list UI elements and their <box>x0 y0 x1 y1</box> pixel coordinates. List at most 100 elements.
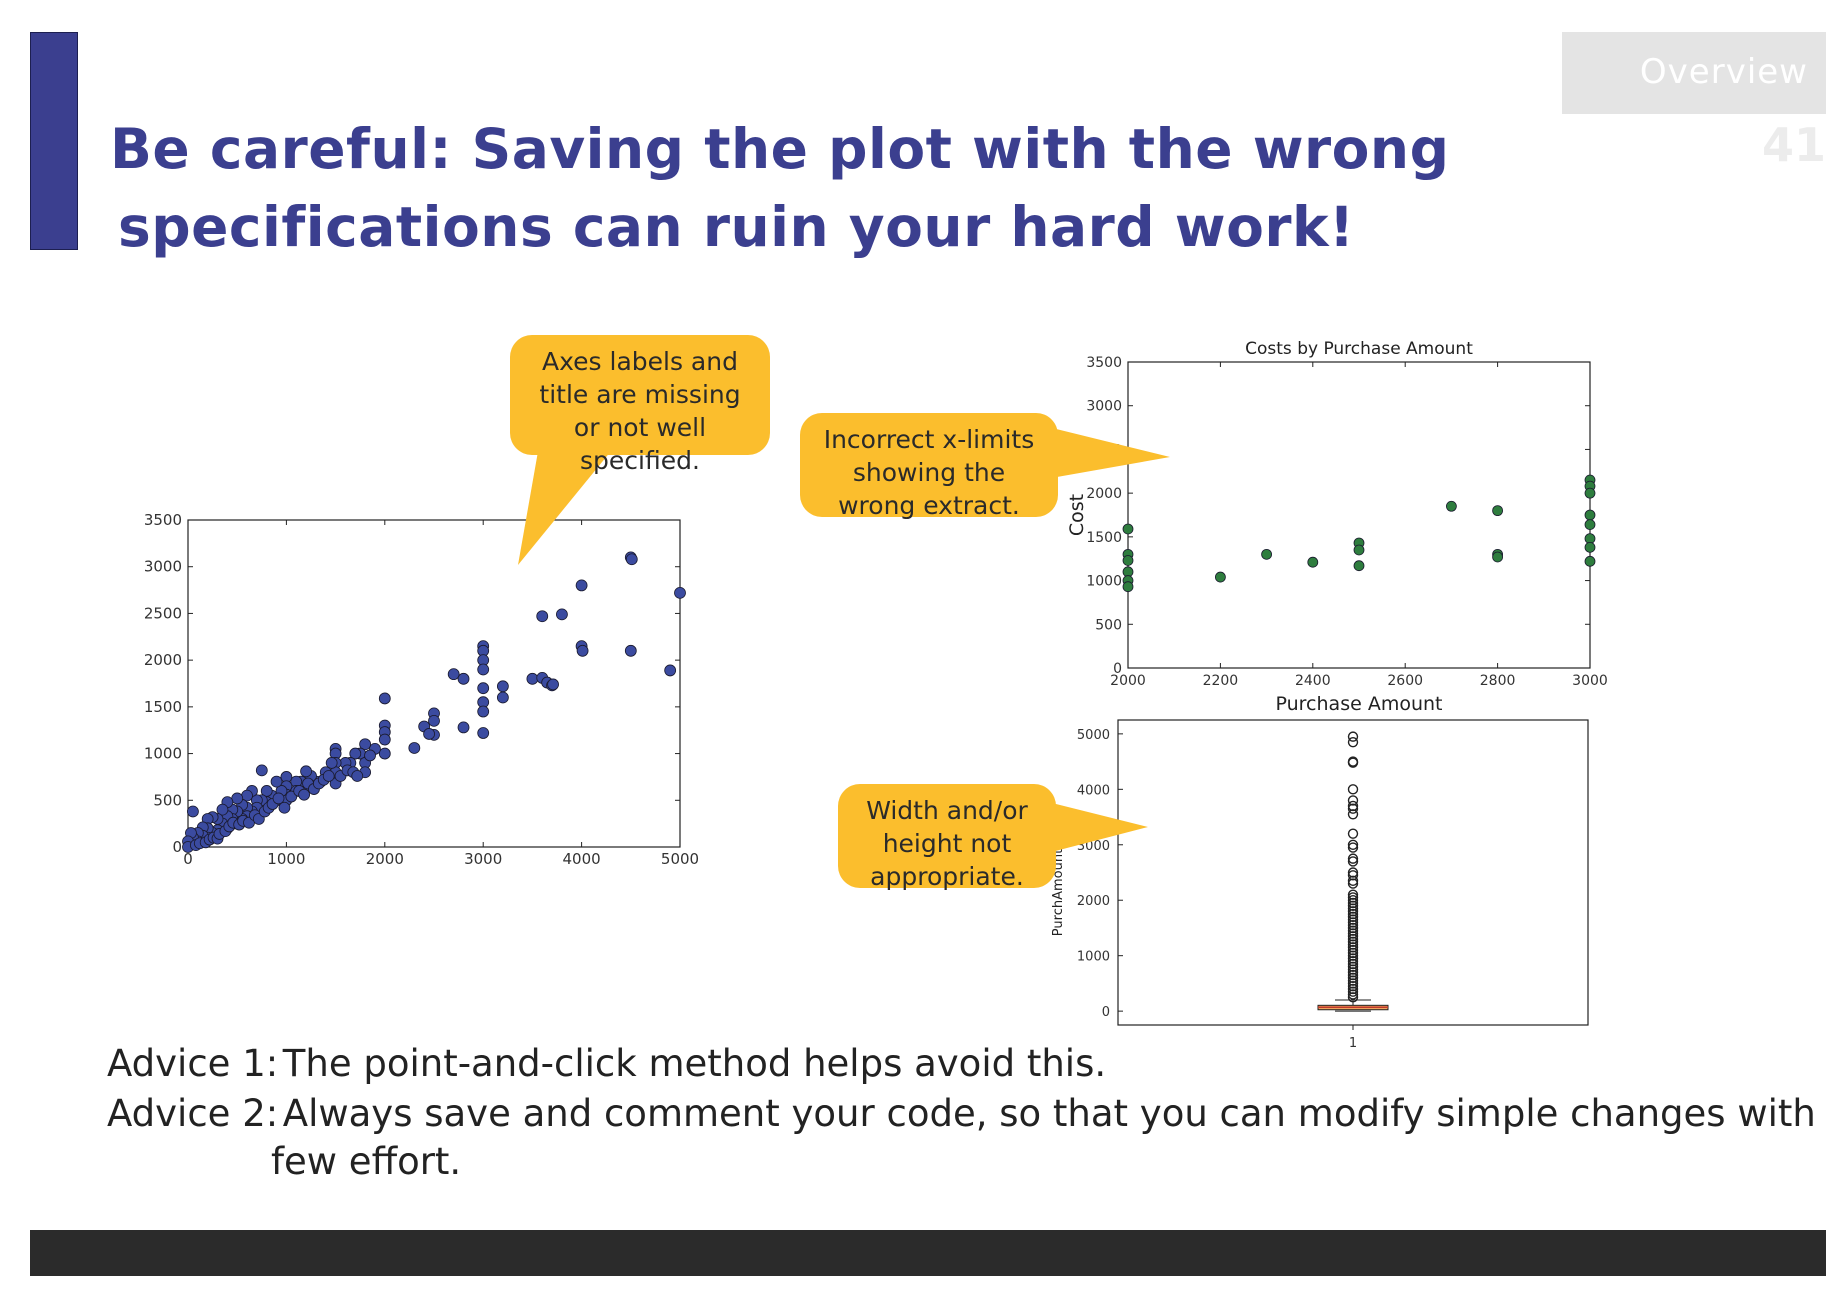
data-point <box>1445 500 1457 512</box>
outlier-point <box>1347 989 1359 1000</box>
x-tick-label: 2800 <box>1480 673 1516 689</box>
x-tick-label: 3000 <box>464 850 502 868</box>
data-point <box>1492 551 1504 563</box>
slide-title: Be careful: Saving the plot with the wro… <box>110 110 1449 266</box>
outlier-point <box>1347 839 1359 850</box>
data-point <box>359 738 372 751</box>
callout-size-text: Width and/or height not appropriate. <box>866 796 1028 891</box>
x-tick-label: 5000 <box>661 850 699 868</box>
slide-title-line1: Be careful: Saving the plot with the wro… <box>110 117 1450 181</box>
advice-2-text: Always save and comment your code, so th… <box>282 1092 1816 1135</box>
x-tick-label: 4000 <box>563 850 601 868</box>
data-point <box>1122 523 1134 535</box>
x-tick-label: 1 <box>1349 1036 1357 1051</box>
overview-nav-button[interactable]: Overview <box>1562 32 1826 114</box>
data-point <box>496 680 509 693</box>
y-tick-label: 5000 <box>1077 728 1110 743</box>
x-tick-label: 1000 <box>267 850 305 868</box>
x-axis-label: Purchase Amount <box>1276 693 1443 715</box>
data-point <box>457 672 470 685</box>
data-point <box>556 608 568 621</box>
data-point <box>325 757 338 769</box>
x-tick-label: 2000 <box>1110 673 1146 689</box>
outlier-point <box>1347 992 1359 1003</box>
y-tick-label: 2000 <box>144 651 182 669</box>
data-point <box>255 764 268 777</box>
advice-1-label: Advice 1: <box>107 1042 279 1085</box>
data-point <box>364 749 376 762</box>
callout-xlimits: Incorrect x-limits showing the wrong ext… <box>800 413 1058 520</box>
advice-1-text: The point-and-click method helps avoid t… <box>282 1042 1107 1085</box>
y-tick-label: 500 <box>153 791 182 809</box>
outlier-point <box>1347 853 1359 864</box>
data-point <box>447 668 460 681</box>
data-point <box>298 788 311 801</box>
footer-bar <box>30 1230 1826 1276</box>
data-point <box>1122 581 1134 593</box>
data-point <box>278 801 291 814</box>
data-point <box>536 610 549 623</box>
data-point <box>664 664 677 677</box>
scatter-chart-costs: 2000 2200 2400 2600 2800 3000 0 500 1000 1500 2000… <box>1066 339 1608 715</box>
data-point <box>526 672 539 685</box>
y-tick-label: 2000 <box>1077 894 1110 909</box>
y-tick-label: 3500 <box>144 511 182 529</box>
outlier-point <box>1347 842 1359 853</box>
scatter-chart-unlabeled: 0 1000 2000 3000 4000 5000 0 500 1000 1500 2000 250… <box>144 511 699 868</box>
data-point <box>1353 544 1365 556</box>
data-point <box>625 553 638 566</box>
slide-number: 41 <box>1761 118 1826 172</box>
y-tick-label: 1500 <box>144 698 182 716</box>
x-tick-label: 2000 <box>366 850 404 868</box>
data-point <box>477 705 490 718</box>
data-point <box>322 770 335 782</box>
y-tick-label: 0 <box>1102 1005 1110 1020</box>
data-point <box>1584 509 1596 521</box>
overview-label: Overview <box>1639 52 1808 92</box>
callout-axes-tail <box>518 440 620 565</box>
advice-2-continued: few effort. <box>271 1140 462 1183</box>
data-point <box>300 765 312 778</box>
outlier-point <box>1347 736 1359 748</box>
data-point <box>496 691 509 704</box>
advice-1: Advice 1: The point-and-click method hel… <box>107 1040 1106 1088</box>
y-tick-label: 4000 <box>1077 783 1110 798</box>
data-point <box>378 747 391 760</box>
data-point <box>1492 505 1504 517</box>
advice-2-label: Advice 2: <box>107 1092 279 1135</box>
data-point <box>1214 571 1226 583</box>
callout-xlimits-tail <box>1040 425 1170 480</box>
outlier-point <box>1347 731 1359 742</box>
data-point <box>408 742 421 754</box>
outlier-point <box>1347 757 1359 768</box>
title-accent-bar <box>30 32 78 250</box>
data-point <box>477 682 490 695</box>
data-point <box>1584 519 1596 531</box>
x-tick-label: 2600 <box>1387 673 1423 689</box>
advice-2: Advice 2: Always save and comment your c… <box>107 1090 1816 1138</box>
data-point <box>457 721 470 734</box>
x-tick-label: 2400 <box>1295 673 1331 689</box>
data-point <box>1584 487 1596 499</box>
y-tick-label: 1500 <box>1086 530 1122 546</box>
y-tick-label: 1000 <box>1086 574 1122 590</box>
outlier-point <box>1347 784 1359 795</box>
data-point <box>423 728 435 740</box>
data-point <box>428 714 440 727</box>
data-point <box>187 805 199 818</box>
outlier-point <box>1347 875 1359 887</box>
chart-title: Costs by Purchase Amount <box>1245 339 1473 359</box>
y-tick-label: 2500 <box>144 604 182 622</box>
data-point <box>477 727 490 739</box>
data-point <box>349 747 362 760</box>
y-tick-label: 1000 <box>144 745 182 763</box>
data-point <box>547 678 559 691</box>
y-tick-label: 3000 <box>144 558 182 576</box>
data-point <box>1584 555 1596 567</box>
data-point <box>231 792 244 805</box>
data-point <box>1307 556 1319 568</box>
data-point <box>378 692 391 705</box>
data-point <box>378 733 391 746</box>
data-point <box>351 770 364 782</box>
y-tick-label: 2000 <box>1086 486 1122 502</box>
